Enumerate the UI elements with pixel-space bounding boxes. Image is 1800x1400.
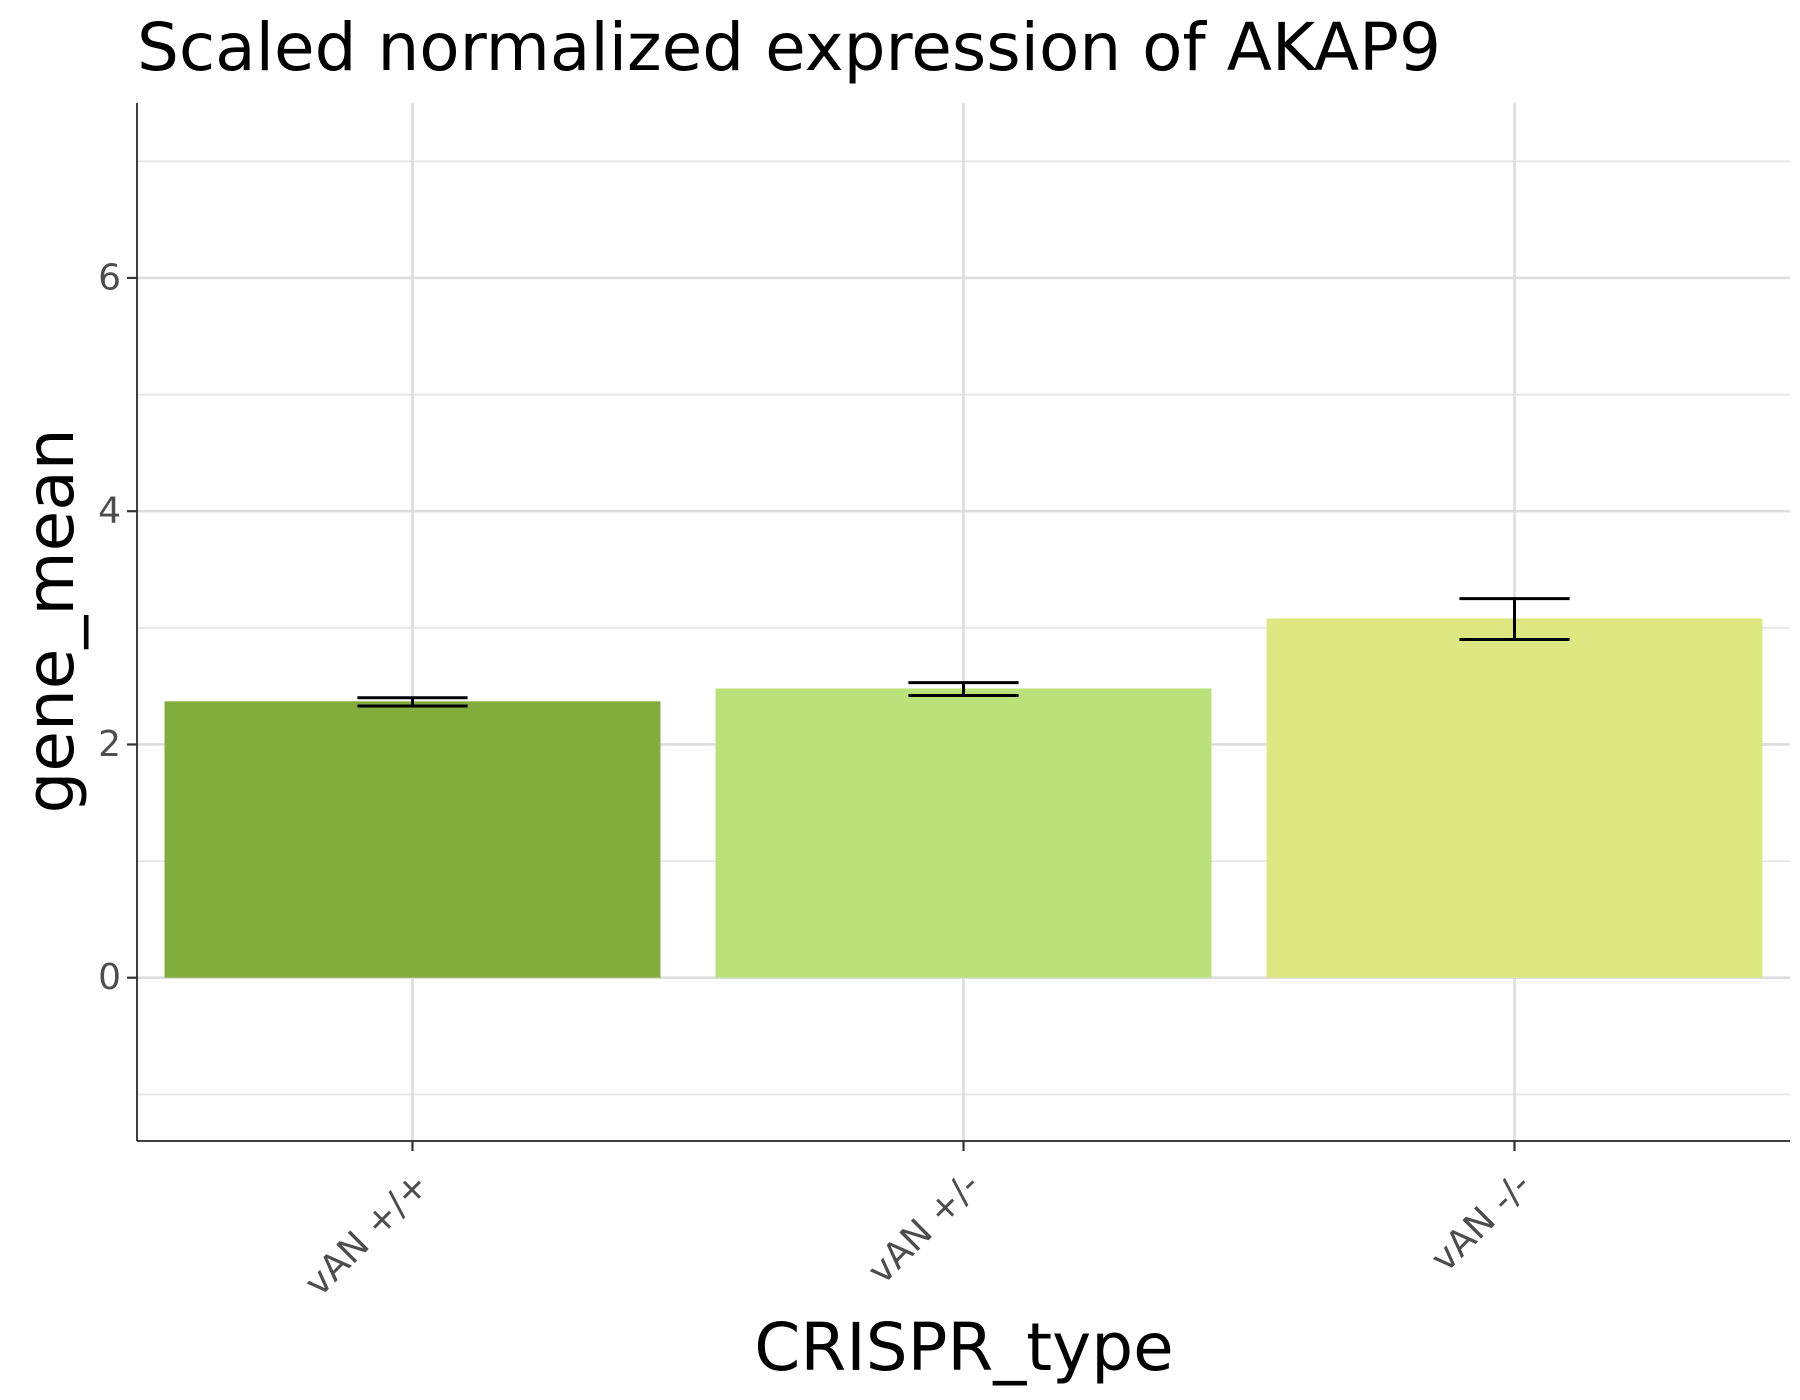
y-tick-label: 4 bbox=[98, 491, 121, 532]
axes bbox=[127, 103, 1790, 1151]
x-tick-label: vAN +/- bbox=[860, 1164, 988, 1292]
bar bbox=[1266, 618, 1763, 978]
error-bar bbox=[1459, 597, 1570, 641]
y-axis-title: gene_mean bbox=[12, 428, 89, 813]
y-tick-label: 2 bbox=[98, 724, 121, 765]
error-bars bbox=[357, 597, 1570, 708]
error-bar bbox=[357, 696, 468, 708]
y-tick-label: 0 bbox=[98, 957, 121, 998]
y-tick-label: 6 bbox=[98, 257, 121, 298]
chart-title: Scaled normalized expression of AKAP9 bbox=[137, 9, 1441, 86]
error-bar bbox=[908, 681, 1019, 697]
bars bbox=[164, 618, 1763, 978]
x-axis-title: CRISPR_type bbox=[754, 1309, 1173, 1386]
x-tick-label: vAN +/+ bbox=[297, 1164, 437, 1304]
bar bbox=[715, 688, 1212, 978]
bar bbox=[164, 701, 661, 978]
x-tick-label: vAN -/- bbox=[1423, 1164, 1539, 1280]
